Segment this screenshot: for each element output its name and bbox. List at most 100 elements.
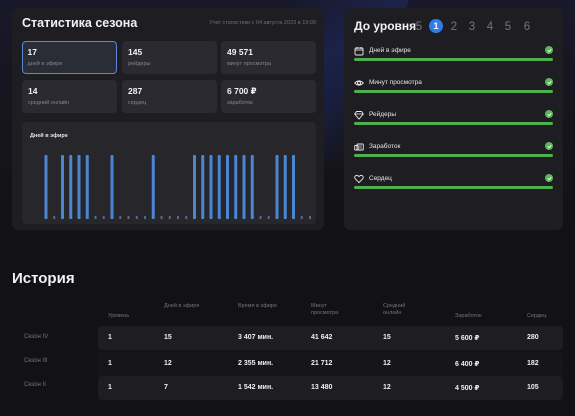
progress-fill	[354, 186, 553, 189]
chart-bar-empty	[160, 216, 163, 219]
stat-value: 6 700 ₽	[227, 86, 257, 96]
chart-bar	[193, 155, 196, 219]
level-number[interactable]: 2	[450, 21, 458, 33]
calendar-icon	[354, 47, 364, 56]
requirement-days-live: Дней в эфире	[354, 46, 553, 68]
column-header-days-live: Дней в эфире	[164, 303, 200, 309]
stat-value: 49 571	[227, 47, 253, 57]
cell-hearts: 182	[527, 360, 539, 367]
cell-days-live: 12	[164, 360, 172, 367]
chart-bar-empty	[185, 216, 188, 219]
chart-bar	[151, 155, 155, 219]
stat-watch-minutes[interactable]: 49 571 минут просмотра	[221, 41, 316, 74]
days-live-chart: Дней в эфире	[22, 122, 316, 224]
requirement-progress-bar	[354, 90, 553, 93]
cell-earnings: 5 600 ₽	[455, 335, 480, 342]
chart-bar	[250, 155, 254, 219]
cell-days-live: 7	[164, 384, 168, 391]
requirement-label: Минут просмотра	[369, 79, 422, 86]
chart-bar-empty	[259, 216, 262, 219]
chart-bar-empty	[168, 216, 171, 219]
stat-days-live[interactable]: 17 дней в эфире	[22, 41, 117, 74]
progress-fill	[354, 122, 553, 125]
row-background	[98, 376, 563, 400]
check-icon	[545, 142, 553, 150]
stat-label: средний онлайн	[28, 100, 70, 106]
stat-label: дней в эфире	[27, 60, 63, 67]
chart-bar	[61, 155, 64, 219]
table-row[interactable]: Сезон IV 1 15 3 407 мин. 41 642 15 5 600…	[0, 326, 575, 350]
check-icon	[545, 110, 553, 118]
requirement-progress-bar	[354, 186, 553, 189]
table-row[interactable]: Сезон II 1 7 1 542 мин. 13 480 12 4 500 …	[0, 376, 575, 400]
requirement-watch-minutes: Минут просмотра	[354, 78, 553, 100]
column-header-hearts: Сердец	[527, 313, 547, 319]
cell-watch-minutes: 13 480	[311, 384, 333, 391]
diamond-icon	[354, 111, 364, 120]
requirement-progress-bar	[354, 122, 553, 125]
stat-value: 14	[28, 86, 38, 96]
chart-bar-empty	[177, 216, 179, 219]
cell-live-time: 2 355 мин.	[238, 360, 274, 367]
cell-level: 1	[108, 334, 112, 341]
row-background	[98, 326, 563, 350]
stats-note: Учет статистики с 04 августа 2023 в 19:0…	[209, 20, 316, 26]
table-row[interactable]: Сезон III 1 12 2 355 мин. 21 712 12 6 40…	[0, 352, 575, 376]
chart-bar-empty	[144, 216, 146, 219]
level-number[interactable]: 3	[468, 21, 476, 33]
season-label: Сезон IV	[24, 334, 49, 340]
progress-fill	[354, 154, 553, 157]
chart-bar-empty	[53, 216, 56, 219]
stat-raiders[interactable]: 145 рейдеры	[122, 41, 217, 74]
stat-label: минут просмотра	[227, 61, 271, 67]
season-stats-title: Статистика сезона	[22, 16, 138, 30]
chart-bar-empty	[119, 216, 122, 219]
level-number[interactable]: 4	[486, 21, 494, 33]
chart-bar	[77, 155, 81, 219]
cell-watch-minutes: 41 642	[311, 334, 333, 341]
stat-label: рейдеры	[128, 61, 151, 67]
eye-icon	[354, 80, 364, 86]
level-number-current[interactable]: 1	[429, 19, 443, 33]
chart-bar	[85, 155, 89, 219]
progress-fill	[354, 90, 553, 93]
chart-bar	[69, 155, 73, 219]
chart-bar	[217, 155, 221, 219]
chart-bar	[44, 155, 48, 219]
column-header-earnings: Заработок	[455, 313, 482, 319]
cell-level: 1	[108, 360, 112, 367]
chart-bar	[209, 155, 213, 219]
requirement-label: Сердец	[369, 175, 392, 182]
stat-value: 145	[128, 47, 143, 57]
stat-hearts[interactable]: 287 сердец	[122, 80, 217, 113]
cell-days-live: 15	[164, 334, 172, 341]
column-header-level: Уровень	[108, 313, 130, 319]
stat-label: заработок	[227, 100, 253, 106]
level-number[interactable]: 5	[415, 21, 423, 33]
chart-bar-empty	[127, 216, 130, 219]
stat-value: 287	[128, 86, 143, 96]
level-number[interactable]: 5	[504, 21, 512, 33]
cell-level: 1	[108, 384, 112, 391]
chart-svg	[44, 155, 311, 219]
chart-bar	[234, 155, 238, 219]
cell-hearts: 280	[527, 334, 539, 341]
check-icon	[545, 174, 553, 182]
stat-avg-online[interactable]: 14 средний онлайн	[22, 80, 117, 113]
stat-label: сердец	[128, 100, 147, 106]
chart-bar-empty	[102, 216, 105, 219]
chart-bar	[201, 155, 205, 219]
cell-live-time: 3 407 мин.	[238, 334, 274, 341]
chart-bar	[110, 155, 114, 219]
chart-bar-empty	[267, 216, 270, 219]
level-progress-card: До уровня 5 1 2 3 4 5 6 Дней в эфире Мин…	[344, 8, 563, 230]
heart-icon	[354, 174, 364, 184]
stat-earnings[interactable]: 6 700 ₽ заработок	[221, 80, 316, 113]
levels-title: До уровня	[354, 19, 417, 33]
requirement-progress-bar	[354, 154, 553, 157]
column-header-watch-minutes: Минут просмотра	[311, 303, 339, 316]
level-number[interactable]: 6	[523, 21, 531, 33]
chart-bar	[283, 155, 287, 219]
cell-avg-online: 12	[383, 360, 391, 367]
season-label: Сезон III	[24, 358, 48, 364]
